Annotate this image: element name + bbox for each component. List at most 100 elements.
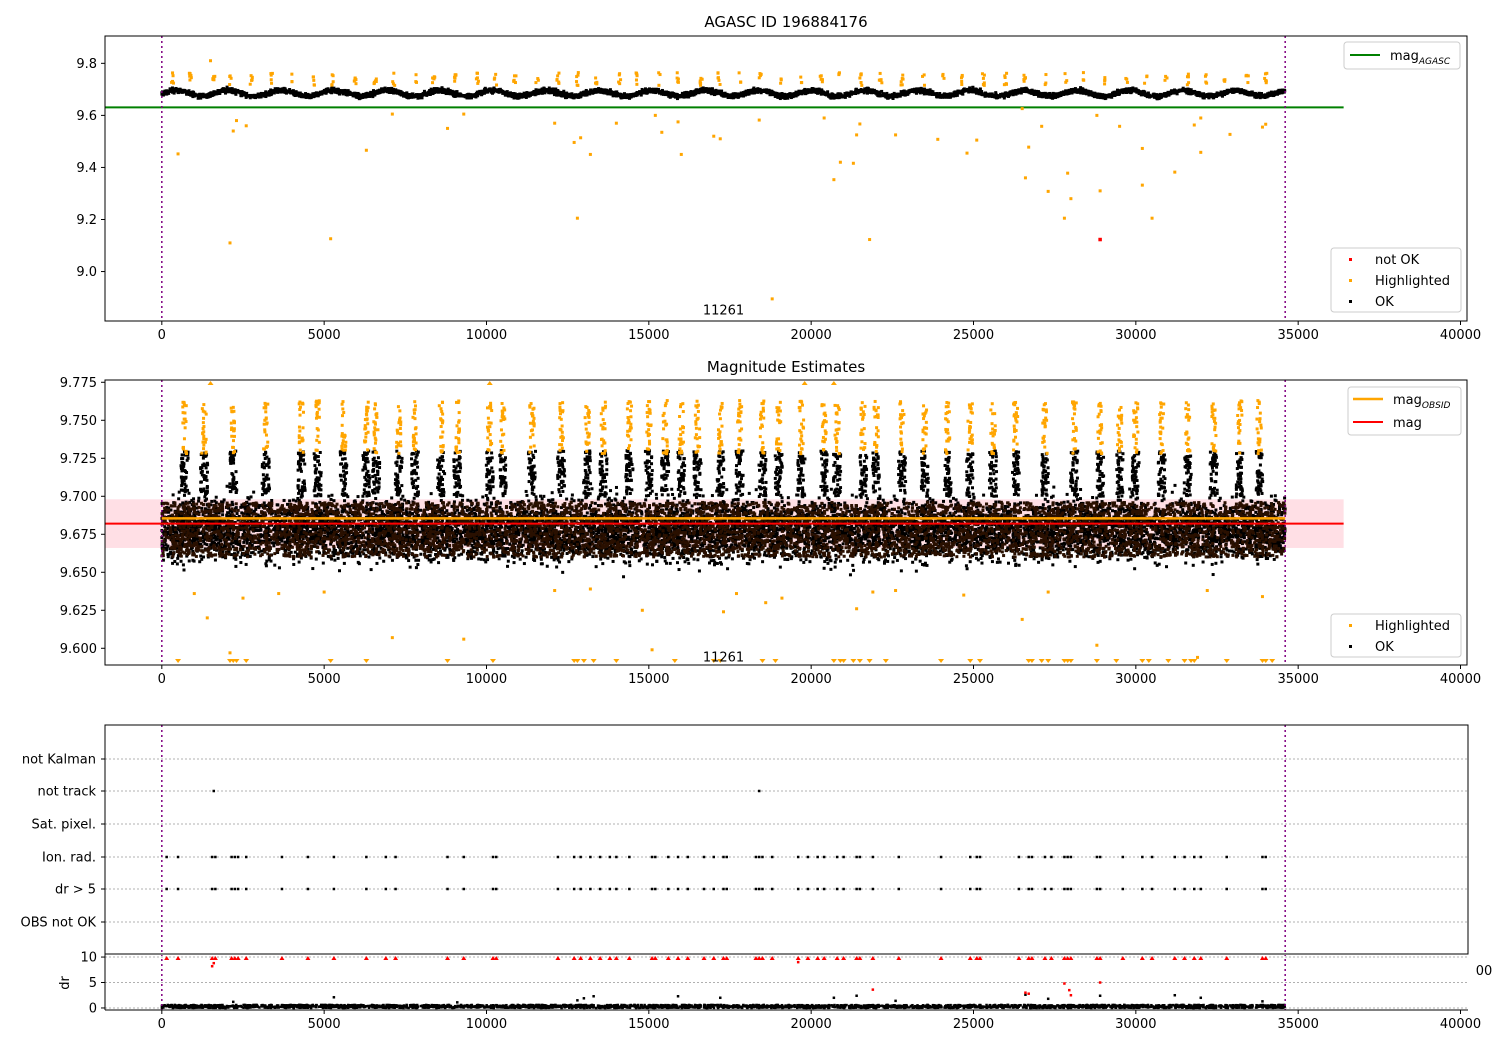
ok-point [1166,93,1170,97]
highlighted-point [576,73,580,77]
ok-point [1140,92,1144,96]
ok-point [844,94,848,98]
ok-point [1109,94,1113,98]
highlighted-point [312,83,316,87]
ok-point [438,90,442,94]
highlighted-point [675,71,679,75]
highlighted-point [718,82,722,86]
ok-point [595,90,599,94]
ok-point [946,92,950,96]
highlighted-point [614,121,618,125]
ok-point [390,86,394,90]
ok-point [930,90,934,94]
ok-point [464,94,468,98]
ok-point [803,87,807,91]
highlighted-point [475,71,479,75]
ok-point [168,89,172,93]
ok-point [1079,89,1083,93]
highlighted-point [536,78,540,82]
ok-point [871,90,875,94]
x-tick-label: 30000 [1115,328,1156,343]
ok-point [647,87,651,91]
ok-point [626,93,630,97]
highlighted-point [1223,79,1227,83]
ok-point [1274,90,1278,94]
ok-point [880,89,884,93]
ok-point [701,86,705,90]
ok-point [639,90,643,94]
ok-point [496,90,500,94]
ok-point [1074,89,1078,93]
highlighted-point [739,80,743,84]
ok-point [734,93,738,97]
ok-point [736,95,740,99]
ok-point [300,95,304,99]
ok-point [197,93,201,97]
ok-point [1225,91,1229,95]
panel-agasc: AGASC ID 196884176 0 5000 10000 15000 20000 2… [76,13,1481,343]
ok-point [960,91,964,95]
ok-point [745,91,749,95]
ok-point [753,89,757,93]
ok-point [778,97,782,101]
ok-point [475,92,479,96]
ok-point [789,94,793,98]
ok-point [1011,91,1015,95]
ok-point [284,90,288,94]
ok-point [761,89,765,93]
ok-point [997,94,1001,98]
highlighted-point [859,81,863,85]
highlighted-point [960,79,964,83]
ok-point [814,90,818,94]
ok-point [1015,91,1019,95]
ok-point [1051,92,1055,96]
ok-point [803,91,807,95]
highlighted-point [878,78,882,82]
highlighted-point [758,74,762,78]
ok-point [264,562,268,566]
ok-point [443,88,447,92]
ok-point [547,89,551,93]
ok-point [348,90,352,94]
ok-point [272,89,276,93]
highlighted-point [353,76,357,80]
ok-point [1058,93,1062,97]
ok-point [196,96,200,100]
ok-point [361,93,365,97]
y-tick-label: 9.8 [76,57,97,72]
highlighted-point [737,71,741,75]
ok-point [203,537,207,541]
highlighted-point [269,78,273,82]
ok-point [1022,88,1026,92]
ok-point [192,91,196,95]
ok-point [1192,90,1196,94]
ok-point [678,94,682,98]
ok-point [1271,92,1275,96]
ok-point [730,94,734,98]
highlighted-point [588,152,592,156]
highlighted-point [1140,146,1144,150]
ok-point [363,95,367,99]
highlighted-point [329,237,333,241]
ok-point [310,94,314,98]
ok-point [1043,91,1047,95]
highlighted-point [1246,74,1250,78]
ok-point [604,89,608,93]
ok-point [670,92,674,96]
ok-point [899,90,903,94]
highlighted-point [432,75,436,79]
ok-point [917,90,921,94]
ok-point [657,89,661,93]
ok-point [270,92,274,96]
ok-point [837,96,841,100]
ok-point [403,94,407,98]
highlighted-point [1186,75,1190,79]
ok-point [1008,90,1012,94]
y-tick-label: 9.6 [76,109,97,124]
ok-point [1187,92,1191,96]
ok-point [341,535,345,539]
ok-point [384,88,388,92]
ok-point [864,88,868,92]
highlighted-point [1192,123,1196,127]
highlighted-point [374,77,378,81]
